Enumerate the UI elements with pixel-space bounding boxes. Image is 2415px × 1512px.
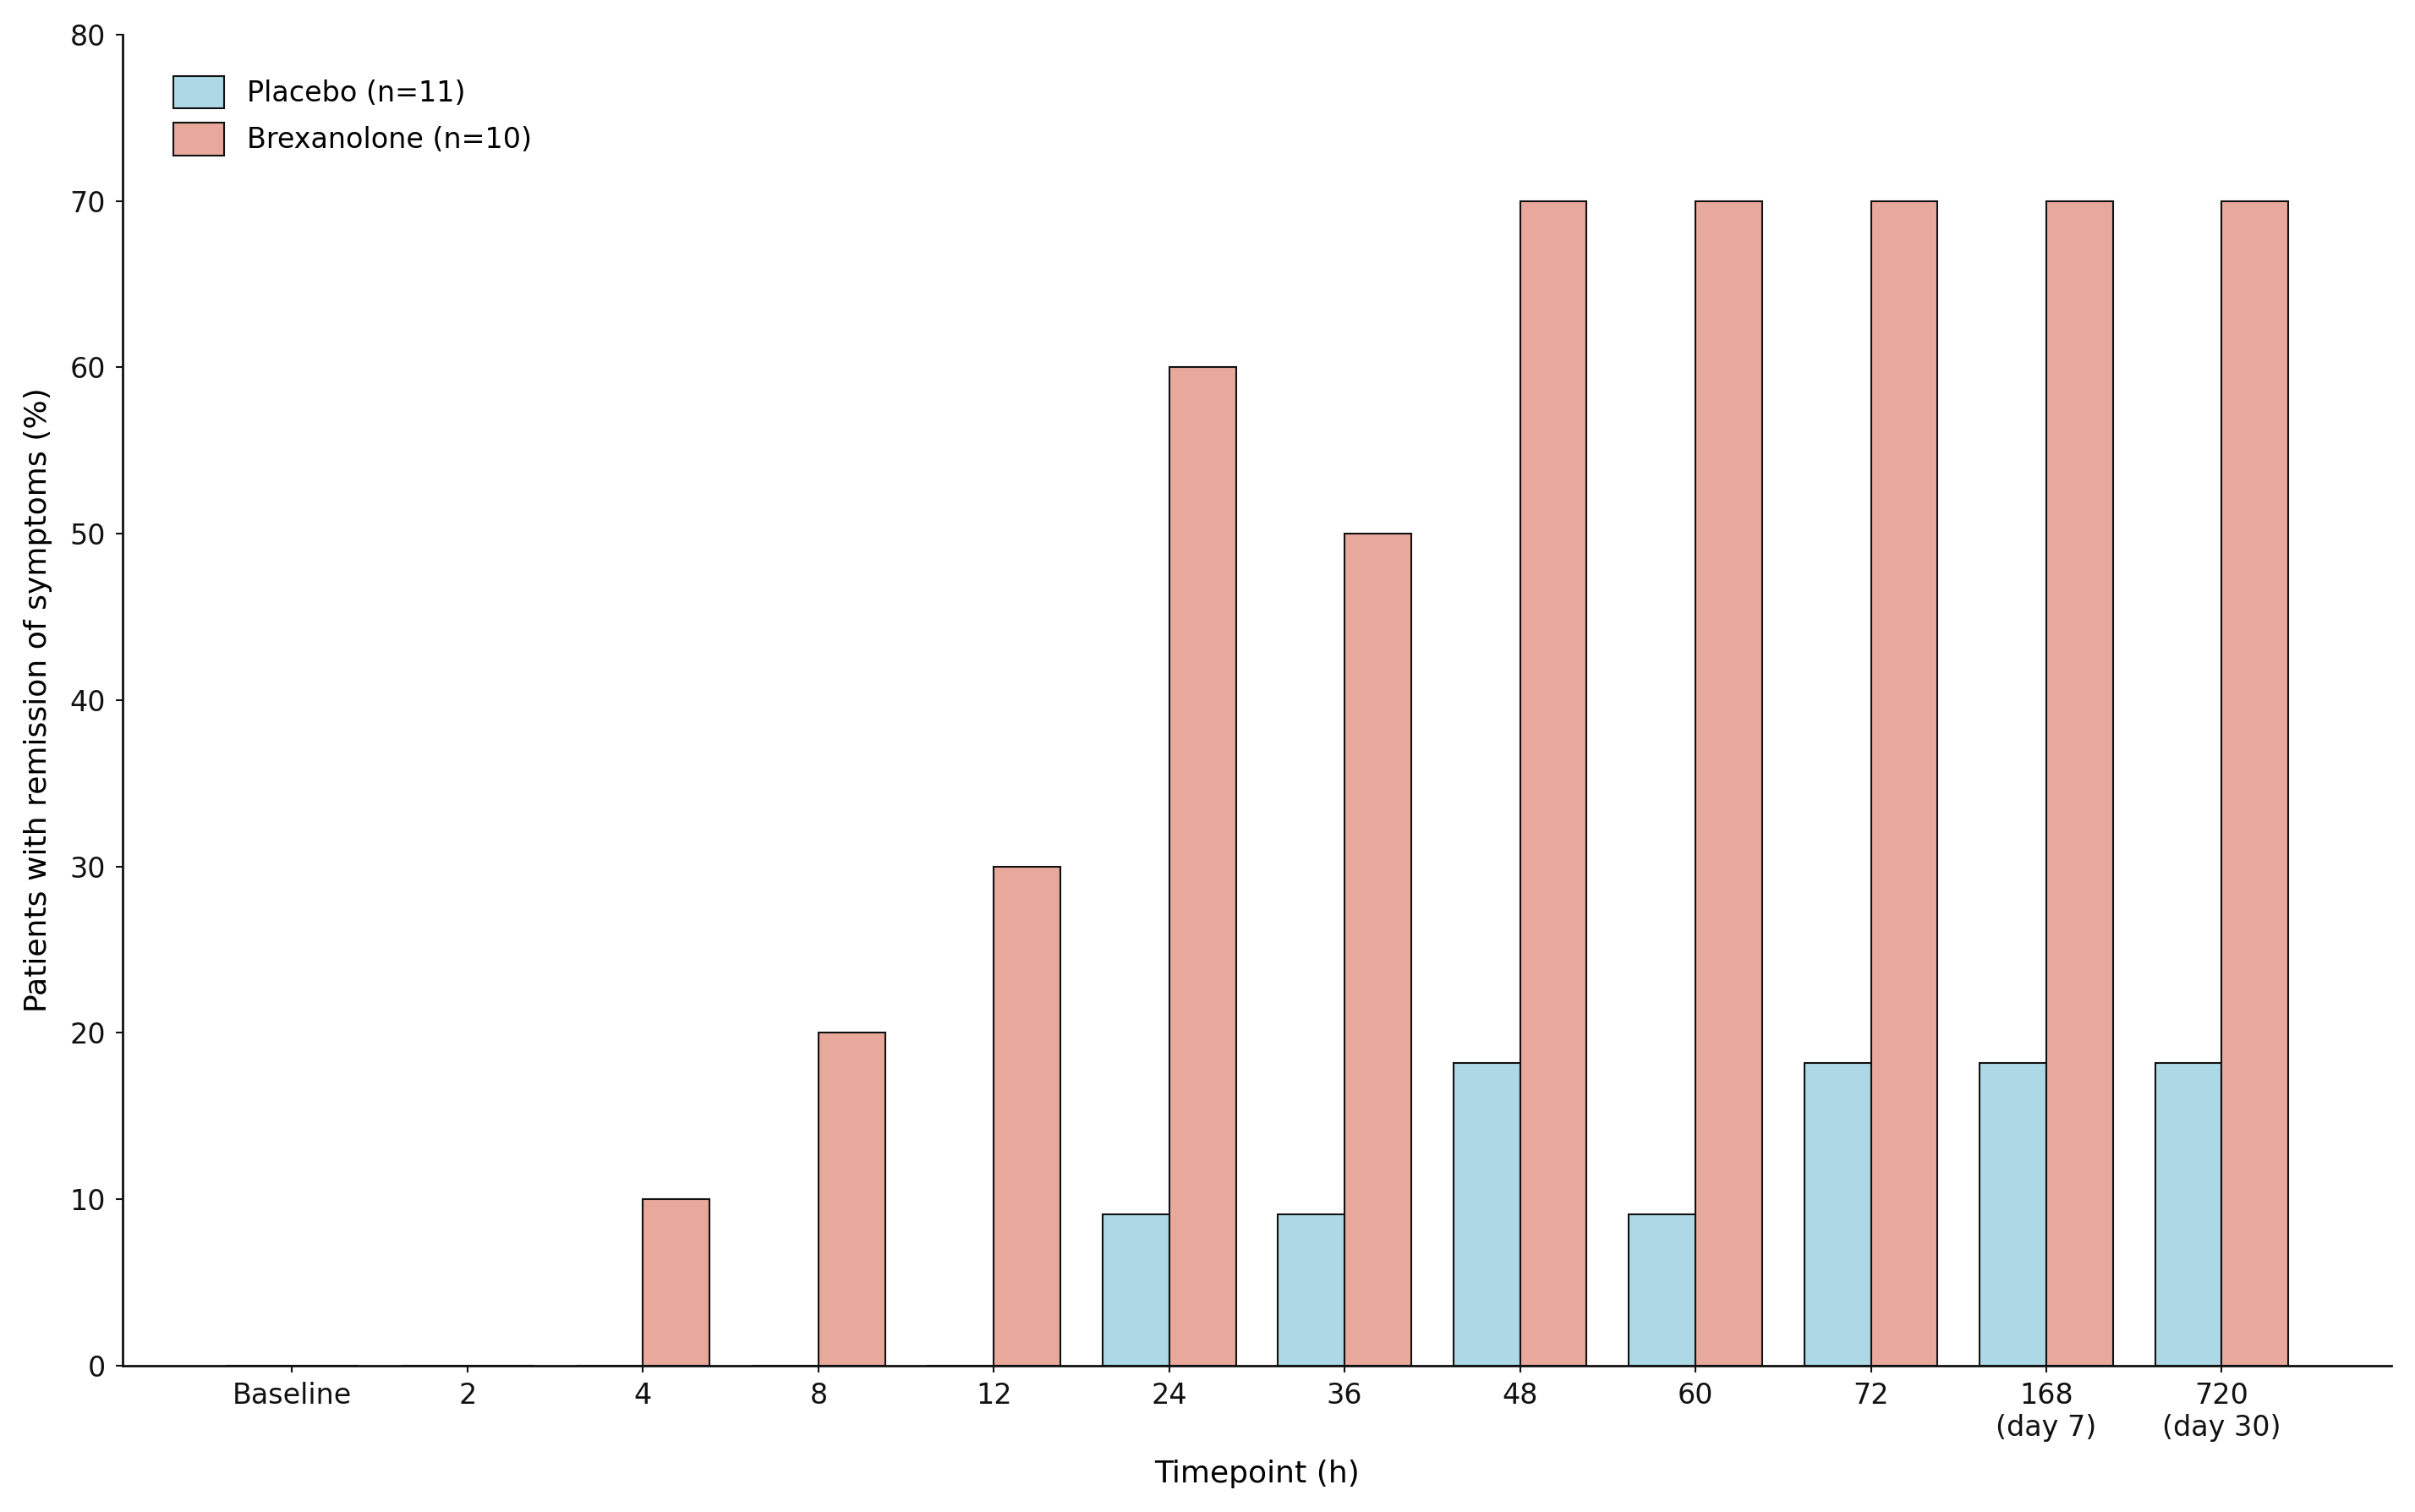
Bar [819,1033,884,1365]
Bar [1345,534,1410,1365]
Bar [1872,201,1937,1365]
Bar [1169,367,1236,1365]
Bar [1804,1063,1872,1365]
Bar [2154,1063,2222,1365]
Bar [1519,201,1587,1365]
Bar [995,866,1060,1365]
Bar [1980,1063,2046,1365]
X-axis label: Timepoint (h): Timepoint (h) [1154,1459,1360,1488]
Bar [642,1199,710,1365]
Bar [1628,1214,1695,1365]
Bar [1278,1214,1345,1365]
Bar [2222,201,2289,1365]
Bar [1104,1214,1169,1365]
Bar [1454,1063,1519,1365]
Bar [1695,201,1763,1365]
Y-axis label: Patients with remission of symptoms (%): Patients with remission of symptoms (%) [24,387,53,1013]
Bar [2046,201,2113,1365]
Legend: Placebo (n=11), Brexanolone (n=10): Placebo (n=11), Brexanolone (n=10) [159,62,546,169]
